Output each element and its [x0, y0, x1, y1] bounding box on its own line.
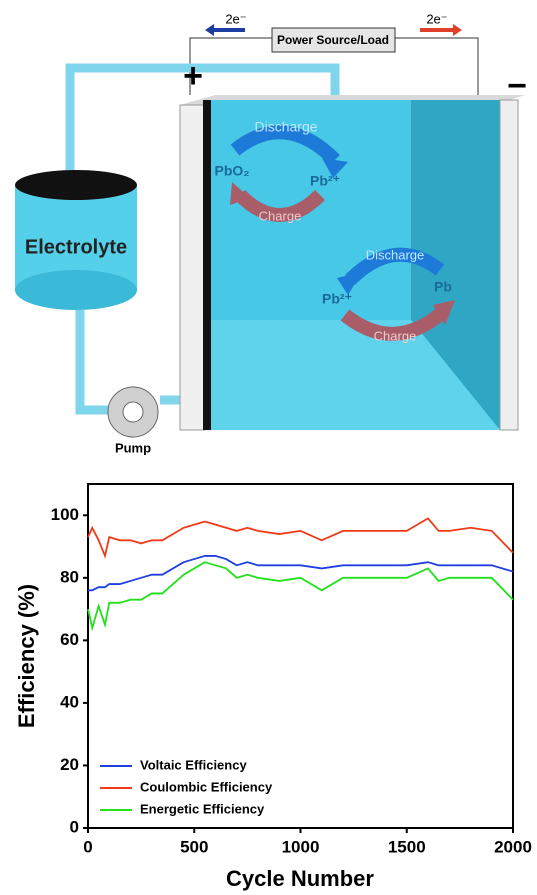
electrode [203, 100, 211, 430]
y-tick-label: 80 [60, 567, 79, 586]
series-line [88, 518, 513, 556]
legend-label: Coulombic Efficiency [140, 779, 273, 794]
y-tick-label: 100 [51, 505, 79, 524]
species: Pb²⁺ [310, 173, 340, 189]
species: PbO₂ [215, 163, 250, 179]
cycle-label: Charge [259, 208, 302, 223]
series-line [88, 562, 513, 628]
x-axis-label: Cycle Number [226, 866, 374, 891]
power-label: Power Source/Load [277, 33, 389, 47]
legend-label: Voltaic Efficiency [140, 757, 247, 772]
electrode [180, 105, 205, 430]
y-tick-label: 20 [60, 755, 79, 774]
electron-arrow [453, 24, 462, 36]
plus: + [183, 57, 203, 95]
cycle-label: Charge [374, 328, 417, 343]
x-tick-label: 0 [83, 837, 92, 856]
figure: Power Source/Load 2e⁻ 2e⁻ + − Discharge … [0, 0, 537, 895]
plot-frame [88, 484, 513, 828]
series-line [88, 556, 513, 590]
reservoir [15, 270, 137, 310]
pipe [80, 310, 110, 410]
pump [123, 402, 143, 422]
y-tick-label: 0 [70, 817, 79, 836]
legend-label: Energetic Efficiency [140, 801, 265, 816]
cycle-label: Discharge [254, 119, 317, 135]
pump-label: Pump [115, 440, 151, 455]
x-tick-label: 2000 [494, 837, 532, 856]
x-tick-label: 1500 [388, 837, 426, 856]
y-tick-label: 60 [60, 630, 79, 649]
y-axis-label: Efficiency (%) [14, 584, 39, 728]
electron-label: 2e⁻ [426, 11, 447, 26]
species: Pb [434, 279, 452, 295]
reservoir-label: Electrolyte [25, 236, 127, 258]
diagram: Power Source/Load 2e⁻ 2e⁻ + − Discharge … [15, 11, 527, 455]
minus: − [507, 67, 527, 105]
reservoir-top [15, 170, 137, 200]
x-tick-label: 1000 [282, 837, 320, 856]
electrode [500, 100, 518, 430]
species: Pb²⁺ [322, 291, 352, 307]
electron-label: 2e⁻ [225, 11, 246, 26]
x-tick-label: 500 [180, 837, 208, 856]
cycle-label: Discharge [366, 247, 425, 262]
y-tick-label: 40 [60, 692, 79, 711]
electron-arrow [205, 24, 214, 36]
wire [395, 38, 478, 95]
